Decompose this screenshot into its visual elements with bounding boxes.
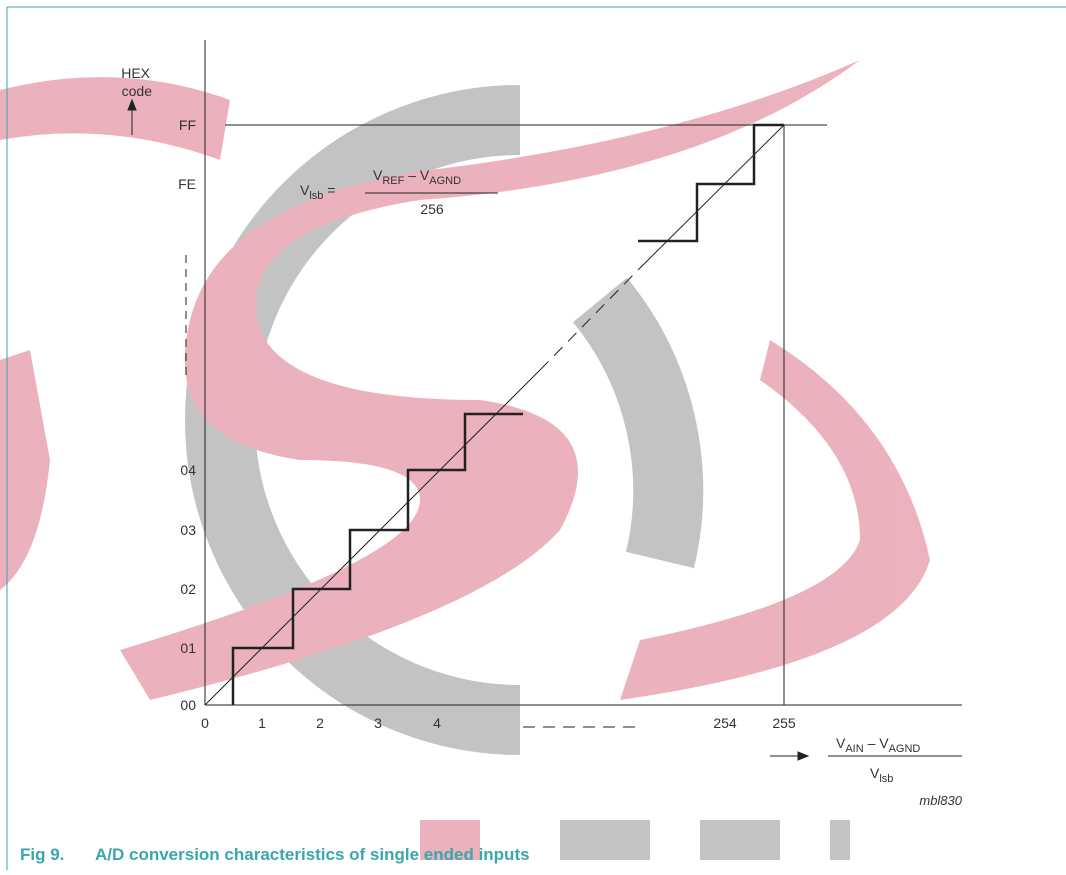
axes bbox=[127, 40, 962, 761]
x-tick-label: 3 bbox=[374, 715, 382, 731]
text: AGND bbox=[429, 175, 461, 187]
staircase-high bbox=[638, 123, 784, 243]
y-tick-label: 04 bbox=[180, 462, 196, 478]
text: lsb bbox=[879, 773, 893, 785]
x-tick-label: 0 bbox=[201, 715, 209, 731]
text: AIN bbox=[845, 743, 863, 755]
text: = bbox=[323, 182, 335, 198]
text: V bbox=[870, 765, 880, 781]
svg-text:Vlsb: Vlsb bbox=[870, 765, 893, 785]
text: – V bbox=[404, 167, 430, 183]
caption-number: Fig 9. bbox=[20, 845, 64, 864]
x-tick-label: 2 bbox=[316, 715, 324, 731]
x-tick-label: 255 bbox=[772, 715, 796, 731]
text: AGND bbox=[889, 743, 921, 755]
svg-text:Vlsb =: Vlsb = bbox=[300, 182, 335, 202]
text: lsb bbox=[309, 190, 323, 202]
y-tick-label: FF bbox=[179, 117, 196, 133]
text: 256 bbox=[420, 201, 444, 217]
y-axis-label: HEX bbox=[121, 65, 150, 81]
x-tick-label: 4 bbox=[433, 715, 441, 731]
y-tick-label: FE bbox=[178, 176, 196, 192]
x-axis-label: VAIN – VAGND Vlsb bbox=[828, 735, 962, 785]
text: – V bbox=[864, 735, 890, 751]
y-tick-label: 02 bbox=[180, 581, 196, 597]
watermark bbox=[0, 60, 930, 860]
svg-text:VREF – VAGND: VREF – VAGND bbox=[373, 167, 461, 187]
figure-id: mbl830 bbox=[919, 793, 962, 808]
y-tick-label: 00 bbox=[180, 697, 196, 713]
y-tick-label: 01 bbox=[180, 640, 196, 656]
text: REF bbox=[382, 175, 404, 187]
staircase-low bbox=[231, 412, 523, 705]
caption: A/D conversion characteristics of single… bbox=[95, 845, 530, 864]
x-tick-label: 1 bbox=[258, 715, 266, 731]
y-axis-label: code bbox=[122, 83, 153, 99]
y-tick-label: 03 bbox=[180, 522, 196, 538]
text: V bbox=[300, 182, 310, 198]
svg-text:VAIN – VAGND: VAIN – VAGND bbox=[836, 735, 920, 755]
text: V bbox=[836, 735, 846, 751]
text: V bbox=[373, 167, 383, 183]
formula: Vlsb = VREF – VAGND 256 bbox=[300, 167, 498, 217]
x-tick-label: 254 bbox=[713, 715, 737, 731]
